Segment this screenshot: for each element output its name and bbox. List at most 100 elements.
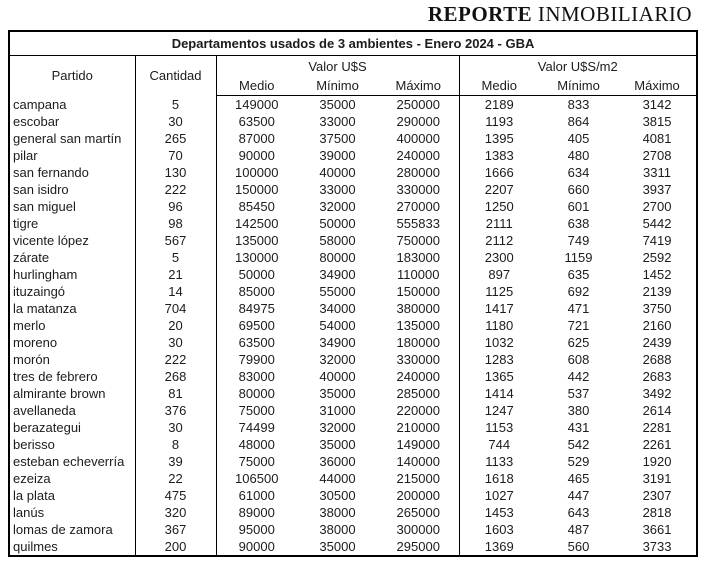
value-cell: 447: [567, 488, 590, 503]
partido-cell: tres de febrero: [9, 368, 136, 385]
value-cell: 142500: [235, 216, 279, 231]
value-cell: 330000: [378, 351, 460, 368]
partido-cell: general san martín: [9, 130, 136, 147]
value-cell: 75000: [238, 454, 275, 469]
value-cell: 2207: [484, 182, 514, 197]
value-cell: 63500: [238, 335, 275, 350]
value-cell: 35000: [319, 386, 356, 401]
value-cell: 643: [567, 505, 590, 520]
value-cell: 34900: [319, 267, 356, 282]
partido-cell: la plata: [9, 487, 136, 504]
partido-cell: san miguel: [9, 198, 136, 215]
value-cell: 14: [135, 283, 217, 300]
value-cell: 1125: [485, 284, 514, 299]
value-cell: 5: [135, 95, 217, 113]
value-cell: 475: [135, 487, 217, 504]
col-group-valor-usd-m2: Valor U$S/m2: [537, 58, 618, 74]
partido-cell: ituzaingó: [9, 283, 136, 300]
table-row: hurlingham 21 50000 34900 110000 897 635 1452: [9, 266, 697, 283]
table-row: vicente lópez 567 135000 58000 750000 2112 749…: [9, 232, 697, 249]
value-cell: 74499: [238, 420, 275, 435]
value-cell: 833: [567, 97, 590, 112]
value-cell: 1603: [484, 522, 514, 537]
table-row: tres de febrero 268 83000 40000 240000 1365 44…: [9, 368, 697, 385]
value-cell: 3815: [642, 114, 672, 129]
value-cell: 265: [135, 130, 217, 147]
value-cell: 250000: [378, 95, 460, 113]
table-row: lanús 320 89000 38000 265000 1453 643 2818: [9, 504, 697, 521]
partido-cell: morón: [9, 351, 136, 368]
value-cell: 1383: [484, 148, 514, 163]
table-row: berazategui 30 74499 32000 210000 1153 431 2281: [9, 419, 697, 436]
value-cell: 1153: [485, 420, 514, 435]
value-cell: 80000: [319, 250, 356, 265]
value-cell: 2139: [642, 284, 672, 299]
value-cell: 180000: [378, 334, 460, 351]
value-cell: 442: [567, 369, 590, 384]
value-cell: 1133: [485, 454, 514, 469]
value-cell: 1032: [484, 335, 514, 350]
value-cell: 295000: [378, 538, 460, 556]
value-cell: 3492: [642, 386, 672, 401]
value-cell: 2112: [485, 233, 514, 248]
value-cell: 1027: [484, 488, 514, 503]
value-cell: 1453: [484, 505, 514, 520]
value-cell: 84975: [238, 301, 275, 316]
value-cell: 1369: [484, 539, 514, 554]
value-cell: 567: [135, 232, 217, 249]
value-cell: 265000: [378, 504, 460, 521]
value-cell: 50000: [238, 267, 275, 282]
value-cell: 4081: [642, 131, 672, 146]
table-body: campana 5 149000 35000 250000 2189 833 3142 esco…: [9, 95, 697, 556]
value-cell: 21: [135, 266, 217, 283]
table-row: escobar 30 63500 33000 290000 1193 864 3815: [9, 113, 697, 130]
value-cell: 96: [135, 198, 217, 215]
table-row: pilar 70 90000 39000 240000 1383 480 2708: [9, 147, 697, 164]
value-cell: 7419: [642, 233, 672, 248]
value-cell: 2683: [642, 369, 672, 384]
table-row: general san martín 265 87000 37500 400000 139…: [9, 130, 697, 147]
partido-cell: escobar: [9, 113, 136, 130]
value-cell: 744: [488, 437, 511, 452]
value-cell: 2700: [642, 199, 672, 214]
table-row: tigre 98 142500 50000 555833 2111 638 5442: [9, 215, 697, 232]
value-cell: 2189: [484, 97, 514, 112]
value-cell: 634: [567, 165, 590, 180]
value-cell: 30: [135, 113, 217, 130]
value-cell: 864: [567, 114, 590, 129]
value-cell: 400000: [378, 130, 460, 147]
value-cell: 750000: [378, 232, 460, 249]
value-cell: 1247: [484, 403, 514, 418]
table-row: quilmes 200 90000 35000 295000 1369 560 3733: [9, 538, 697, 556]
value-cell: 285000: [378, 385, 460, 402]
value-cell: 2439: [642, 335, 672, 350]
partido-cell: quilmes: [9, 538, 136, 556]
value-cell: 81: [135, 385, 217, 402]
value-cell: 5: [135, 249, 217, 266]
value-cell: 85000: [238, 284, 275, 299]
value-cell: 222: [135, 351, 217, 368]
value-cell: 1395: [484, 131, 514, 146]
value-cell: 3750: [642, 301, 672, 316]
value-cell: 1193: [485, 114, 514, 129]
col-header-usd-minimo: Mínimo: [297, 76, 378, 96]
table-row: zárate 5 130000 80000 183000 2300 1159 2592: [9, 249, 697, 266]
value-cell: 749: [567, 233, 590, 248]
value-cell: 704: [135, 300, 217, 317]
value-cell: 2592: [642, 250, 672, 265]
value-cell: 2281: [642, 420, 672, 435]
partido-cell: esteban echeverría: [9, 453, 136, 470]
table-row: lomas de zamora 367 95000 38000 300000 1603 48…: [9, 521, 697, 538]
partido-cell: hurlingham: [9, 266, 136, 283]
value-cell: 692: [567, 284, 590, 299]
value-cell: 2261: [642, 437, 672, 452]
value-cell: 290000: [378, 113, 460, 130]
value-cell: 130000: [235, 250, 279, 265]
col-header-usdm2-medio: Medio: [459, 76, 539, 96]
value-cell: 30500: [319, 488, 356, 503]
value-cell: 1250: [484, 199, 514, 214]
value-cell: 140000: [378, 453, 460, 470]
partido-cell: vicente lópez: [9, 232, 136, 249]
partido-cell: moreno: [9, 334, 136, 351]
value-cell: 268: [135, 368, 217, 385]
